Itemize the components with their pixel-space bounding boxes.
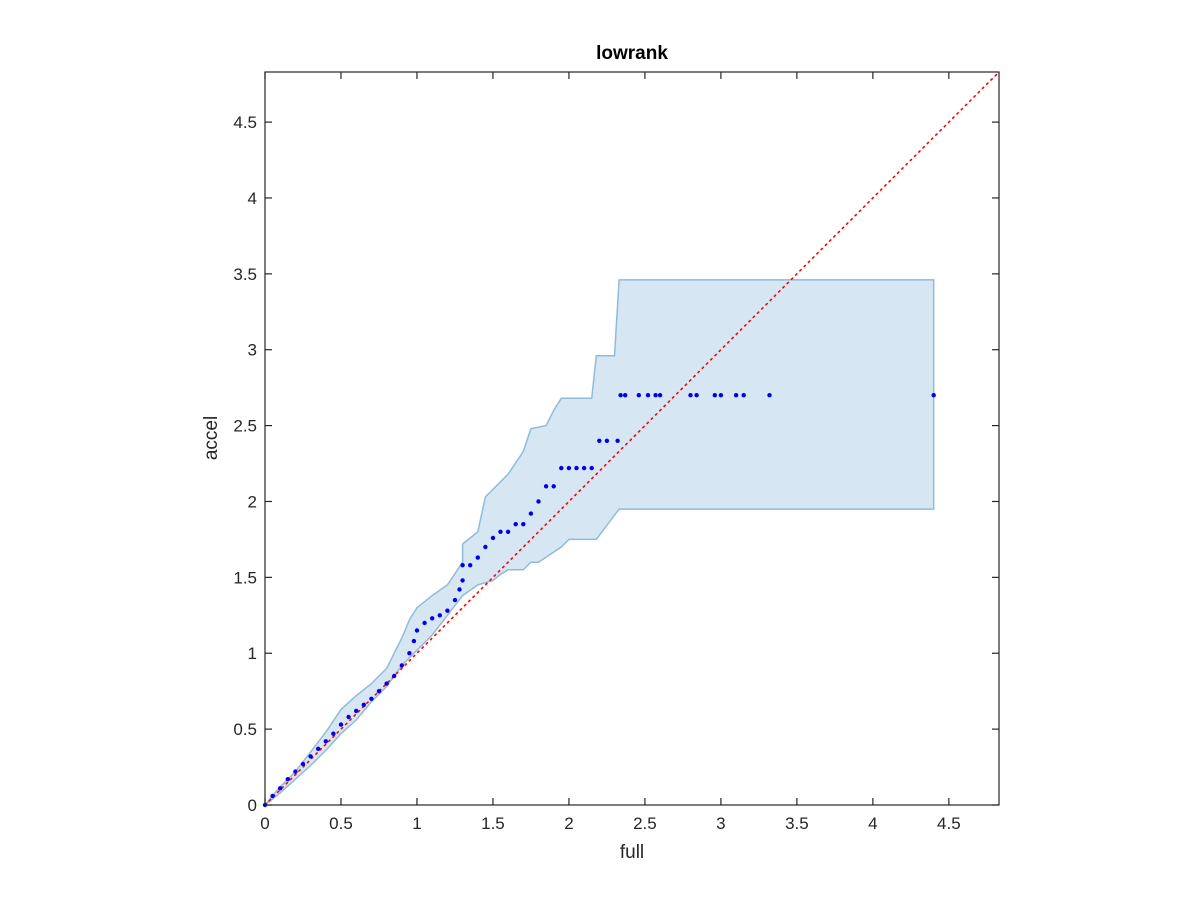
data-point [422,620,427,626]
data-point [521,522,526,527]
data-point [407,651,412,656]
data-point [300,761,306,767]
data-point [354,708,359,714]
data-point [653,393,658,398]
x-tick-label: 3.5 [785,814,809,833]
data-point [528,511,534,516]
y-tick-label: 4 [248,189,257,208]
data-point [437,613,442,618]
data-point [931,393,936,398]
data-point [536,499,541,504]
x-tick-label: 4.5 [937,814,961,833]
axes-box [264,71,1000,806]
x-tick-label: 1 [412,814,421,833]
data-point [414,628,420,633]
data-point [369,696,374,701]
data-point [741,393,746,398]
data-point [323,739,328,744]
data-point [457,587,462,592]
chart-title: lowrank [596,43,668,64]
data-point [445,608,450,613]
data-point [460,578,465,583]
data-point [285,777,290,782]
x-tick-label: 0 [260,814,269,833]
y-tick-label: 3.5 [233,265,257,284]
data-point [694,393,699,398]
data-point [597,438,602,443]
data-point [392,673,397,679]
data-point [475,555,480,560]
data-point [581,465,587,471]
data-point [513,522,518,527]
x-tick-label: 3 [716,814,725,833]
data-point [331,731,336,736]
x-axis-label: full [620,842,644,863]
data-point [411,638,417,644]
x-tick-label: 1.5 [481,814,505,833]
confidence-band [264,279,935,806]
data-point [490,535,496,541]
data-point [270,793,275,799]
data-point [468,563,473,568]
data-point [361,702,366,707]
data-point [483,544,488,550]
data-point [460,563,465,568]
y-tick-label: 2.5 [233,417,257,436]
y-tick-label: 0 [248,796,257,815]
data-point [346,714,351,720]
data-point [376,689,382,694]
y-axis-label: accel [201,416,222,460]
y-tick-label: 1.5 [233,568,257,587]
data-point [645,393,651,398]
y-tick-label: 0.5 [233,720,257,739]
data-point [623,393,628,398]
y-tick-label: 3 [248,341,257,360]
data-point [498,529,503,534]
data-point [430,616,435,621]
data-point [293,769,298,774]
data-point [589,465,594,471]
y-tick-label: 4.5 [233,113,257,132]
data-point [618,393,623,398]
data-point [338,722,344,727]
x-tick-label: 0.5 [329,814,353,833]
data-point [604,438,610,443]
data-point [767,393,772,398]
plot-area [262,71,1000,808]
data-point [278,786,283,791]
y-tick-label: 2 [248,492,257,511]
data-point [688,393,693,398]
data-point [399,663,404,668]
data-point [452,597,458,603]
data-point [551,484,556,489]
data-point [636,393,641,398]
y-tick-label: 1 [248,644,257,663]
data-point [543,484,549,489]
series-0 [262,393,936,808]
data-point [712,393,717,398]
data-point [559,465,564,471]
x-tick-label: 2.5 [633,814,657,833]
axes: 0 0.5 1 1.5 2 2.5 3 3.5 4 4.5 0 0.5 1 1.5 2 2.5 3 3.5 4 4.5 [233,71,1000,833]
data-point [505,529,511,534]
x-tick-label: 4 [868,814,877,833]
data-point [566,465,572,471]
data-point [657,393,663,398]
data-point [574,465,579,471]
data-point [308,754,313,759]
data-point [733,393,739,398]
x-tick-label: 2 [564,814,573,833]
data-point [615,438,620,443]
data-point [718,393,724,398]
data-point [384,681,389,686]
reference-line [264,71,1000,806]
data-point [316,746,321,751]
